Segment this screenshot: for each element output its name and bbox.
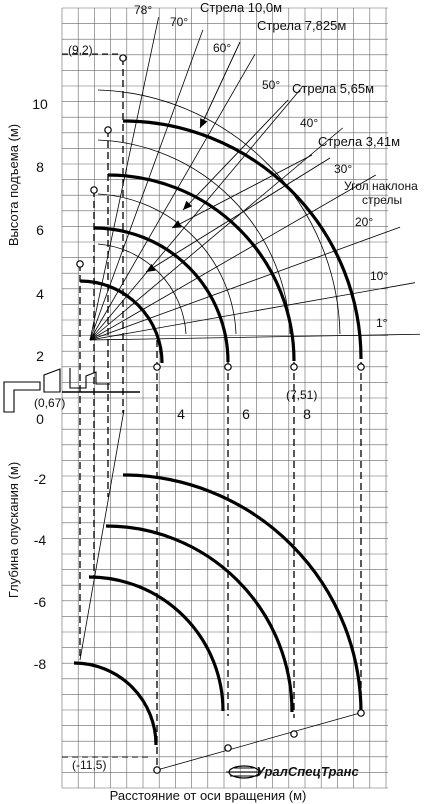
angle-label: 40° xyxy=(300,116,318,130)
boom-arc-upper xyxy=(107,173,296,362)
guide-line xyxy=(79,409,125,661)
hook-marker xyxy=(290,730,298,738)
hook-marker xyxy=(357,709,365,717)
angle-ray xyxy=(89,174,376,341)
boom-arc-lower xyxy=(73,661,158,746)
arrow-line xyxy=(199,41,241,129)
envelope-arc xyxy=(97,89,341,335)
crane-base-icon xyxy=(3,368,140,413)
boom-arrows xyxy=(145,41,331,273)
angle-ray xyxy=(89,54,256,341)
hook-marker xyxy=(153,363,161,371)
x-tick-label: 4 xyxy=(177,406,185,422)
x-axis-title: Расстояние от оси вращения (м) xyxy=(110,788,307,803)
dashed-verticals xyxy=(62,53,365,774)
angle-ray xyxy=(89,226,401,341)
y-axis-title-bottom: Глубина опускания (м) xyxy=(6,462,21,598)
arrow-head xyxy=(200,118,208,128)
arrow-head xyxy=(172,220,182,228)
angle-ray xyxy=(89,127,344,341)
hook-marker xyxy=(224,363,232,371)
x-tick-label: 6 xyxy=(242,406,250,422)
angle-label: 10° xyxy=(370,269,388,283)
envelope-arc xyxy=(97,243,187,335)
boom-arc-lower xyxy=(88,575,225,712)
angle-label: 50° xyxy=(262,78,280,92)
boom-arcs xyxy=(73,119,363,746)
angle-ray xyxy=(89,86,303,341)
hook-marker xyxy=(76,260,84,268)
angle-caption: Угол наклона xyxy=(344,179,418,193)
y-tick-label: -6 xyxy=(34,594,47,610)
boom-arc-lower xyxy=(122,473,363,714)
brand-logo: УралСпецТранс xyxy=(226,764,359,779)
boom-arc-upper xyxy=(93,226,230,363)
grid xyxy=(61,7,388,789)
crane-column-shape xyxy=(69,368,110,389)
y-tick-label: -4 xyxy=(34,532,47,548)
hook-marker xyxy=(104,126,112,134)
angle-ray xyxy=(89,282,416,341)
boom-arc-upper xyxy=(122,119,363,360)
point-label: (0,67) xyxy=(34,396,65,410)
angle-label: 20° xyxy=(355,215,373,229)
point-label: (-11,5) xyxy=(72,758,106,772)
arrow-head xyxy=(146,263,156,272)
angle-label: 60° xyxy=(213,41,231,55)
angle-label: 30° xyxy=(334,162,352,176)
y-tick-label: -2 xyxy=(34,471,47,487)
angle-label: 1° xyxy=(376,316,388,330)
boom-label: Стрела 10,0м xyxy=(200,0,282,15)
y-tick-label: -8 xyxy=(34,656,47,672)
arrow-line xyxy=(145,157,331,273)
envelope-arc xyxy=(97,193,237,335)
angle-caption: стрелы xyxy=(362,193,402,207)
boom-label: Стрела 7,825м xyxy=(257,18,346,33)
y-axis-title-top: Высота подъема (м) xyxy=(6,124,21,246)
angle-label: 70° xyxy=(170,15,188,29)
y-tick-label: 4 xyxy=(36,286,44,302)
arrow-head xyxy=(183,200,193,210)
angle-ray xyxy=(89,17,160,341)
boom-arc-upper xyxy=(79,279,164,364)
brand-name: УралСпецТранс xyxy=(256,764,359,779)
hook-marker xyxy=(357,363,365,371)
hook-marker xyxy=(153,766,161,774)
y-tick-label: 0 xyxy=(36,411,44,427)
y-tick-label: 6 xyxy=(36,222,44,238)
boom-label: Стрела 3,41м xyxy=(318,134,400,149)
hook-marker xyxy=(119,54,127,62)
angle-label: 78° xyxy=(134,3,152,17)
hook-marker xyxy=(290,363,298,371)
y-tick-label: 10 xyxy=(32,96,48,112)
y-tick-label: 8 xyxy=(36,159,44,175)
angle-ray xyxy=(89,333,420,341)
x-tick-label: 8 xyxy=(303,406,311,422)
angle-rays xyxy=(79,17,420,771)
guide-line xyxy=(156,712,361,771)
point-label: (9,2) xyxy=(68,43,93,57)
arrow-line xyxy=(182,99,289,211)
envelope-arc xyxy=(97,139,291,335)
arrow-line xyxy=(171,154,313,229)
crane-base-shape xyxy=(3,368,61,413)
boom-arc-lower xyxy=(105,524,294,713)
hook-marker xyxy=(224,744,232,752)
point-label: (7,51) xyxy=(286,388,317,402)
angle-ray xyxy=(89,29,204,341)
hook-marker xyxy=(90,186,98,194)
y-tick-label: 2 xyxy=(36,348,44,364)
boom-label: Стрела 5,65м xyxy=(292,81,374,96)
